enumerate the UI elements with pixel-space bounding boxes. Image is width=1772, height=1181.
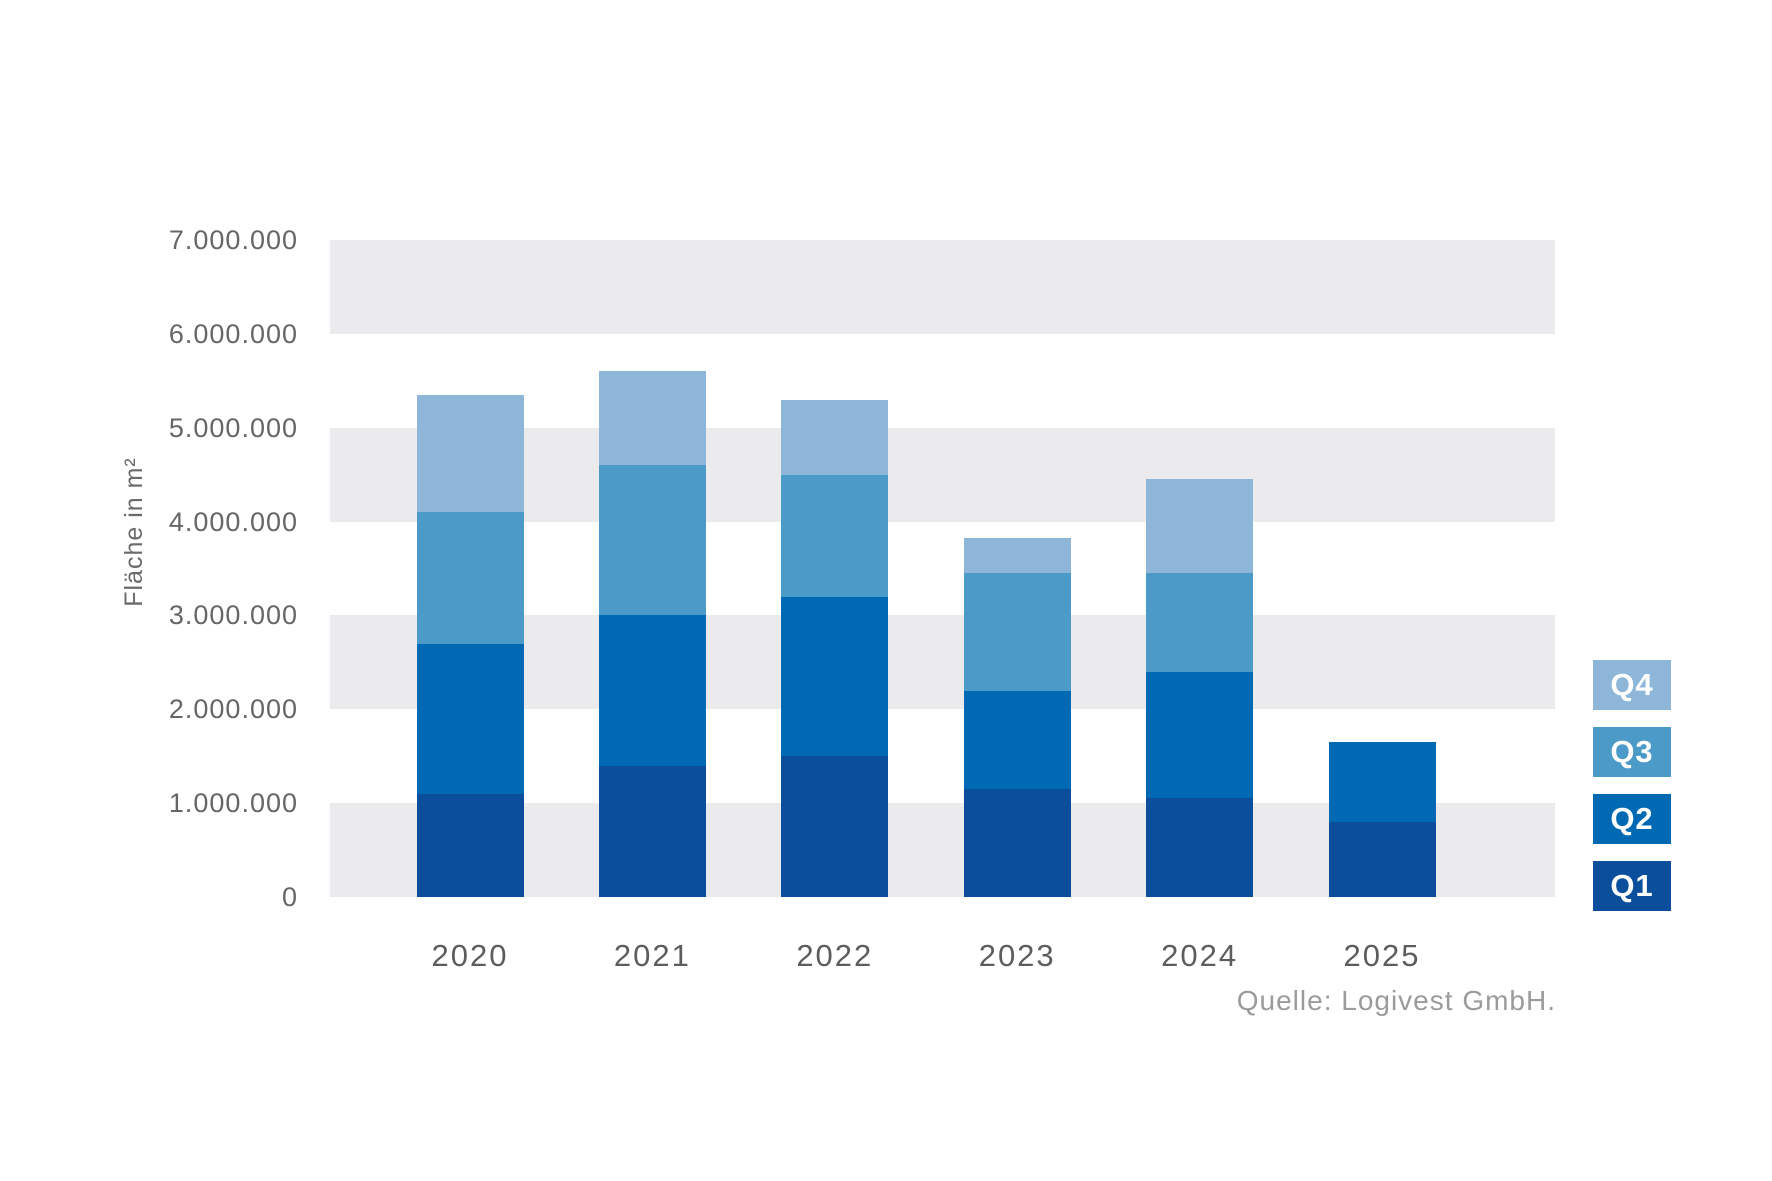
bar-segment-2020-q1 bbox=[416, 793, 524, 897]
legend-item-q1: Q1 bbox=[1593, 861, 1671, 911]
source-credit: Quelle: Logivest GmbH. bbox=[1236, 985, 1556, 1016]
legend-label: Q3 bbox=[1610, 734, 1654, 769]
bar-segment-2021-q4 bbox=[598, 371, 706, 466]
bar-segment-2021-q1 bbox=[598, 765, 706, 897]
x-tick-label-2022: 2022 bbox=[796, 938, 874, 973]
x-tick-label-2025: 2025 bbox=[1343, 938, 1421, 973]
bar-segment-2024-q3 bbox=[1146, 573, 1254, 672]
legend-label: Q1 bbox=[1610, 868, 1654, 903]
legend-item-q3: Q3 bbox=[1593, 727, 1671, 777]
legend-label: Q2 bbox=[1610, 801, 1654, 836]
bar-segment-2025-q1 bbox=[1328, 821, 1436, 897]
y-tick-label: 7.000.000 bbox=[168, 225, 298, 255]
bar-2022 bbox=[781, 399, 889, 897]
grid-band bbox=[330, 615, 1555, 710]
bar-segment-2024-q2 bbox=[1146, 671, 1254, 799]
y-tick-label: 0 bbox=[281, 882, 298, 912]
y-tick-label: 2.000.000 bbox=[168, 694, 298, 725]
x-tick-label-2023: 2023 bbox=[978, 938, 1056, 973]
x-tick-label-2020: 2020 bbox=[431, 938, 509, 973]
bar-2025 bbox=[1328, 742, 1436, 897]
bar-segment-2022-q3 bbox=[781, 474, 889, 597]
bar-segment-2020-q4 bbox=[416, 394, 524, 513]
bar-segment-2021-q3 bbox=[598, 465, 706, 616]
bar-segment-2023-q2 bbox=[963, 690, 1071, 790]
x-tick-label-2021: 2021 bbox=[613, 938, 691, 973]
bar-segment-2022-q2 bbox=[781, 596, 889, 757]
bar-segment-2023-q1 bbox=[963, 789, 1071, 897]
y-tick-label: 5.000.000 bbox=[168, 412, 298, 443]
bar-segment-2021-q2 bbox=[598, 615, 706, 766]
bar-segment-2020-q3 bbox=[416, 512, 524, 644]
bar-2023 bbox=[963, 537, 1071, 897]
bar-segment-2022-q1 bbox=[781, 756, 889, 897]
grid-band bbox=[330, 240, 1555, 334]
bar-segment-2023-q3 bbox=[963, 573, 1071, 691]
bar-segment-2020-q2 bbox=[416, 643, 524, 794]
y-tick-label: 4.000.000 bbox=[168, 506, 298, 537]
bar-2021 bbox=[598, 371, 706, 897]
y-tick-label: 6.000.000 bbox=[168, 318, 298, 349]
bar-segment-2025-q2 bbox=[1328, 742, 1436, 822]
y-tick-label: 1.000.000 bbox=[168, 788, 298, 819]
legend-item-q4: Q4 bbox=[1593, 660, 1671, 710]
bar-segment-2024-q4 bbox=[1146, 479, 1254, 574]
bar-segment-2023-q4 bbox=[963, 537, 1071, 574]
bar-segment-2024-q1 bbox=[1146, 798, 1254, 897]
bar-segment-2022-q4 bbox=[781, 399, 889, 475]
x-tick-label-2024: 2024 bbox=[1161, 938, 1239, 973]
y-tick-label: 3.000.000 bbox=[168, 600, 298, 631]
legend-item-q2: Q2 bbox=[1593, 794, 1671, 844]
grid-band bbox=[330, 427, 1555, 522]
legend-label: Q4 bbox=[1610, 667, 1654, 702]
bar-2024 bbox=[1146, 479, 1254, 897]
bar-2020 bbox=[416, 394, 524, 897]
plot-area bbox=[330, 240, 1555, 897]
